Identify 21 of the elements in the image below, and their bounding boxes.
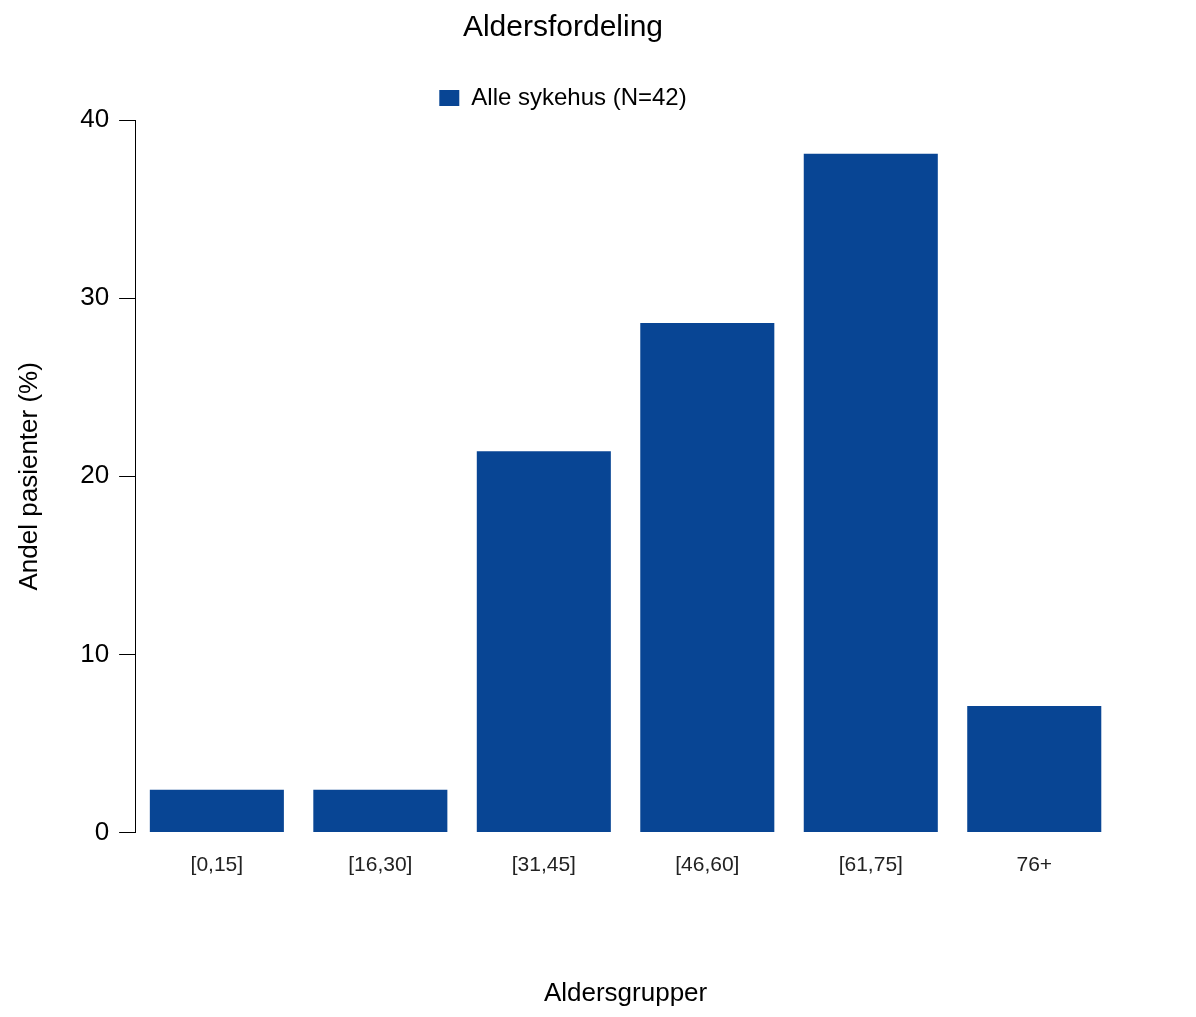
x-axis-title: Aldersgrupper (543, 976, 708, 1007)
legend-label: Alle sykehus (N=42) (471, 82, 687, 110)
y-tick-label: 40 (80, 103, 110, 134)
x-tick-label: [16,30] (348, 852, 413, 875)
bar (149, 789, 284, 833)
bar (803, 153, 938, 833)
y-tick-label: 10 (80, 637, 110, 668)
bar (476, 451, 611, 833)
x-tick-label: [0,15] (190, 852, 244, 875)
y-tick-label: 30 (80, 281, 110, 312)
bar (967, 706, 1102, 833)
y-tick-label: 0 (94, 815, 110, 846)
chart-title: Aldersfordeling (462, 9, 664, 43)
x-tick-label: [61,75] (838, 852, 903, 875)
bar (313, 789, 448, 833)
y-tick-label: 20 (80, 459, 110, 490)
x-tick-label: [46,60] (675, 852, 740, 875)
x-tick-label: [31,45] (511, 852, 576, 875)
x-tick-label: 76+ (1016, 852, 1053, 875)
bar (640, 323, 775, 833)
y-axis-title: Andel pasienter (%) (12, 362, 43, 591)
